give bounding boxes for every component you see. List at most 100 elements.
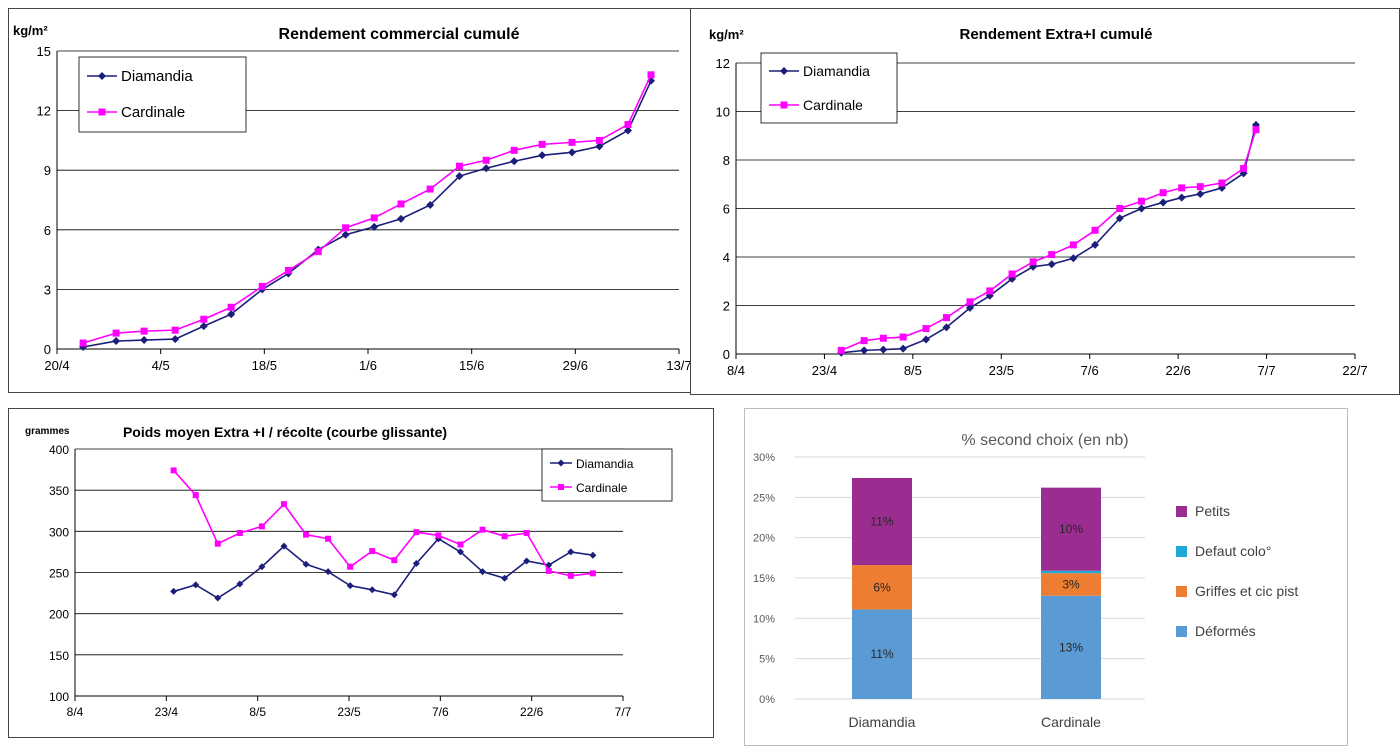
legend-marker xyxy=(1176,546,1187,557)
data-point xyxy=(236,580,244,588)
data-point xyxy=(341,230,350,239)
data-label: 6% xyxy=(873,580,891,594)
legend-label: Diamandia xyxy=(803,63,870,79)
data-point xyxy=(342,224,350,232)
data-point xyxy=(589,570,596,577)
x-tick-label: Cardinale xyxy=(1041,714,1101,730)
data-point xyxy=(1047,260,1056,269)
chart-rendement-commercial: 0 3 6 9 12 15 20/4 4/5 18/5 1/6 15/6 29/6 13/7 Rendem… xyxy=(13,23,692,373)
data-point xyxy=(860,346,869,355)
x-tick-label: 8/5 xyxy=(249,705,266,719)
x-tick-label: 1/6 xyxy=(359,358,377,373)
data-point xyxy=(510,157,519,166)
data-point xyxy=(346,582,354,590)
x-tick-label: 7/7 xyxy=(615,705,632,719)
bar-segment xyxy=(852,477,912,566)
x-tick-label: 15/6 xyxy=(459,358,484,373)
data-point xyxy=(426,200,435,209)
y-tick-label: 4 xyxy=(723,250,730,265)
data-point xyxy=(192,492,199,499)
x-tick-label: 7/6 xyxy=(1081,363,1099,378)
y-tick-label: 15% xyxy=(753,573,775,585)
data-point xyxy=(479,526,486,533)
bar-segment xyxy=(852,609,912,699)
data-point xyxy=(899,344,908,353)
legend-label: Diamandia xyxy=(121,68,193,85)
bar-segment xyxy=(1041,573,1101,596)
legend-label: Petits xyxy=(1195,503,1230,519)
data-point xyxy=(368,586,376,594)
data-point xyxy=(568,138,576,146)
data-point xyxy=(258,523,265,530)
y-tick-label: 0% xyxy=(759,694,775,706)
x-tick-label: 29/6 xyxy=(563,358,588,373)
legend-marker xyxy=(1176,506,1187,517)
data-point xyxy=(1069,241,1077,249)
y-tick-label: 100 xyxy=(49,690,69,704)
y-tick-label: 0 xyxy=(44,342,51,357)
data-point xyxy=(1178,184,1186,192)
y-tick-label: 5% xyxy=(759,654,775,666)
data-point xyxy=(1091,240,1100,249)
x-tick-label: 23/4 xyxy=(812,363,837,378)
chart-second-choix: % second choix (en nb) 0% 5% 10% 15% 20% 25% 30… xyxy=(753,432,1298,730)
data-point xyxy=(922,335,931,344)
data-point xyxy=(200,315,208,323)
data-point xyxy=(523,557,531,565)
bar-segment xyxy=(1041,487,1101,571)
legend-label: Diamandia xyxy=(576,457,634,471)
legend-marker xyxy=(1176,626,1187,637)
data-point xyxy=(942,314,950,322)
y-tick-label: 250 xyxy=(49,567,69,581)
data-point xyxy=(501,533,508,540)
data-label: 10% xyxy=(1059,522,1083,536)
bar-segment xyxy=(852,565,912,610)
x-tick-label: 22/6 xyxy=(1165,363,1190,378)
data-point xyxy=(280,542,288,550)
data-point xyxy=(170,587,178,595)
x-tick-label: 23/4 xyxy=(155,705,179,719)
data-point xyxy=(523,529,530,536)
chart-rendement-extra: 0 2 4 6 8 10 12 8/4 23/4 8/5 23/5 7/6 22/6 7/7 22/7 Ren… xyxy=(709,26,1368,378)
data-point xyxy=(303,531,310,538)
data-point xyxy=(501,574,509,582)
y-tick-label: 8 xyxy=(723,153,730,168)
data-point xyxy=(1048,251,1056,259)
y-axis-label: grammes xyxy=(25,426,70,437)
data-point xyxy=(1252,126,1260,134)
data-point xyxy=(1196,183,1204,191)
data-point xyxy=(324,568,332,576)
data-point xyxy=(879,345,888,354)
data-point xyxy=(1008,270,1016,278)
data-point xyxy=(214,594,222,602)
data-point xyxy=(567,548,575,556)
y-tick-label: 10 xyxy=(716,105,730,120)
data-point xyxy=(302,560,310,568)
chart-poids-moyen: 100 150 200 250 300 350 400 8/4 23/4 8/5 23/5 7/6 22… xyxy=(25,424,673,719)
legend-label: Cardinale xyxy=(803,97,863,113)
y-tick-label: 30% xyxy=(753,452,775,464)
y-tick-label: 12 xyxy=(716,56,730,71)
data-label: 11% xyxy=(870,515,893,529)
legend-marker xyxy=(558,484,564,490)
data-point xyxy=(595,142,604,151)
data-point xyxy=(391,557,398,564)
data-point xyxy=(435,532,442,539)
data-point xyxy=(595,136,603,144)
data-point xyxy=(589,551,597,559)
data-point xyxy=(965,303,974,312)
chart-panel-rendement-commercial: 0 3 6 9 12 15 20/4 4/5 18/5 1/6 15/6 29/6 13/7 Rendem… xyxy=(8,8,692,393)
legend-box xyxy=(760,52,898,124)
data-point xyxy=(140,327,148,335)
data-point xyxy=(837,346,845,354)
y-tick-label: 2 xyxy=(723,299,730,314)
data-point xyxy=(457,541,464,548)
data-point xyxy=(456,548,464,556)
data-point xyxy=(140,336,149,345)
data-point xyxy=(112,337,121,346)
legend-marker xyxy=(780,67,788,75)
data-point xyxy=(236,529,243,536)
data-point xyxy=(879,334,887,342)
data-point xyxy=(567,572,574,579)
legend-box xyxy=(541,448,673,502)
